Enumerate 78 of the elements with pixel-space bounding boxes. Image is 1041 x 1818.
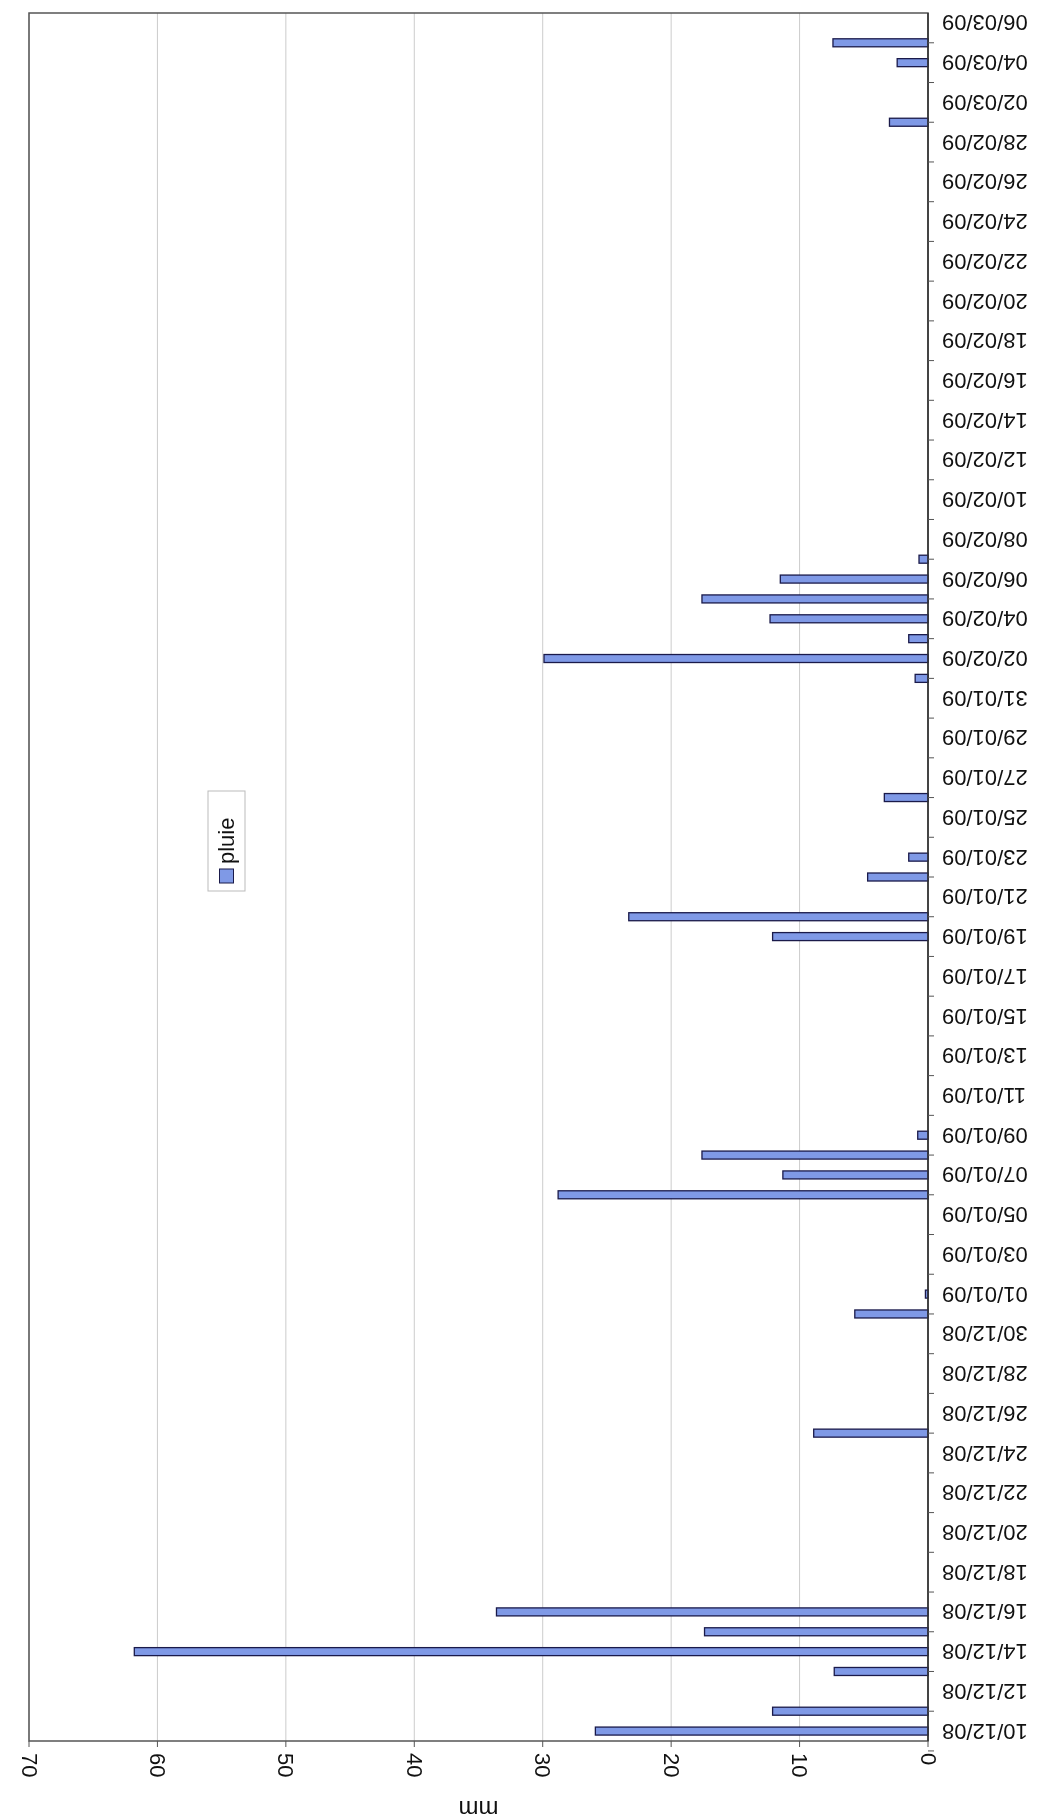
y-tick-label: 01/01/09 [942, 1281, 1028, 1307]
bar [594, 1726, 929, 1736]
x-tick-label: 70 [16, 1753, 42, 1778]
y-tick-label: 04/03/09 [942, 50, 1028, 76]
y-tick-label: 14/12/08 [942, 1639, 1028, 1665]
y-tick-label: 18/02/09 [942, 328, 1028, 354]
x-axis-title: mm [458, 1795, 499, 1818]
y-tick-label: 25/01/09 [942, 804, 1028, 830]
y-tick-label: 20/02/09 [942, 288, 1028, 314]
y-tick-label: 07/01/09 [942, 1162, 1028, 1188]
bar [703, 1627, 929, 1637]
y-tick-label: 10/02/09 [942, 487, 1028, 513]
y-tick-label: 29/01/09 [942, 725, 1028, 751]
bar [133, 1646, 929, 1657]
bar [543, 653, 929, 664]
y-tick-label: 16/12/08 [942, 1599, 1028, 1625]
y-tick-label: 24/02/09 [942, 209, 1028, 235]
x-tick-label: 20 [658, 1753, 684, 1778]
y-tick-label: 17/01/09 [942, 963, 1028, 989]
y-tick-label: 02/02/09 [942, 646, 1028, 672]
y-tick-label: 12/12/08 [942, 1678, 1028, 1704]
y-tick-label: 15/01/09 [942, 1003, 1028, 1029]
y-tick-label: 12/02/09 [942, 447, 1028, 473]
x-tick-label: 10 [787, 1753, 813, 1778]
y-tick-label: 22/02/09 [942, 248, 1028, 274]
bar [771, 1706, 929, 1716]
y-tick-label: 28/02/09 [942, 129, 1028, 155]
bar [769, 614, 929, 624]
bar [866, 872, 929, 882]
x-tick-label: 60 [144, 1753, 170, 1778]
bar [832, 38, 929, 48]
y-tick-label: 19/01/09 [942, 924, 1028, 950]
y-tick-label: 09/01/09 [942, 1122, 1028, 1148]
legend: pluie [207, 790, 246, 892]
bar [854, 1309, 929, 1319]
bar [883, 792, 929, 803]
bar [557, 1190, 929, 1200]
y-tick-label: 21/01/09 [942, 884, 1028, 910]
x-tick-label: 40 [401, 1753, 427, 1778]
y-tick-label: 13/01/09 [942, 1043, 1028, 1069]
y-tick-label: 16/02/09 [942, 367, 1028, 393]
bar [813, 1428, 929, 1438]
y-tick-label: 18/12/08 [942, 1559, 1028, 1585]
bar [896, 58, 929, 68]
bar [782, 1170, 929, 1180]
bar [888, 117, 929, 127]
y-tick-label: 02/03/09 [942, 89, 1028, 115]
x-tick-label: 0 [915, 1753, 941, 1766]
y-tick-label: 22/12/08 [942, 1480, 1028, 1506]
bar [701, 1150, 929, 1160]
y-tick-label: 04/02/09 [942, 606, 1028, 632]
y-tick-label: 03/01/09 [942, 1241, 1028, 1267]
bar [628, 912, 929, 922]
bar [701, 594, 929, 604]
y-tick-label: 24/12/08 [942, 1440, 1028, 1466]
y-tick-label: 30/12/08 [942, 1321, 1028, 1347]
y-tick-label: 14/02/09 [942, 407, 1028, 433]
x-tick-label: 50 [273, 1753, 299, 1778]
y-tick-label: 26/02/09 [942, 169, 1028, 195]
y-tick-label: 27/01/09 [942, 765, 1028, 791]
y-tick-label: 23/01/09 [942, 844, 1028, 870]
y-tick-label: 31/01/09 [942, 685, 1028, 711]
bar [908, 634, 929, 644]
y-tick-label: 05/01/09 [942, 1202, 1028, 1228]
bar [779, 574, 929, 584]
y-tick-label: 06/02/09 [942, 566, 1028, 592]
bar [908, 852, 929, 862]
bar [833, 1666, 929, 1677]
y-tick-label: 06/03/09 [942, 10, 1028, 36]
x-tick-label: 30 [530, 1753, 556, 1778]
y-tick-label: 10/12/08 [942, 1718, 1028, 1744]
bar [495, 1607, 929, 1617]
y-tick-label: 08/02/09 [942, 526, 1028, 552]
bar [771, 931, 929, 942]
y-tick-label: 11/01/09 [942, 1082, 1027, 1108]
y-tick-label: 26/12/08 [942, 1400, 1028, 1426]
y-tick-label: 20/12/08 [942, 1519, 1028, 1545]
y-tick-label: 28/12/08 [942, 1361, 1028, 1387]
